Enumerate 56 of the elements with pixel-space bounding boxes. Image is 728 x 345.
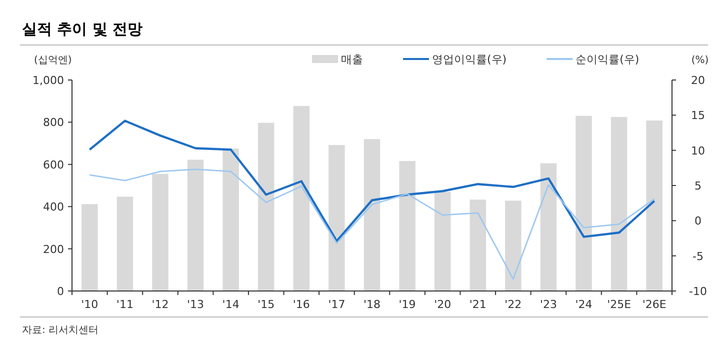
y2-tick-label: 10 (691, 144, 705, 158)
bar (364, 139, 380, 291)
line-series (88, 168, 656, 280)
bar (293, 106, 310, 291)
bar (152, 174, 168, 291)
bar (434, 192, 451, 291)
x-tick-label: '25E (607, 298, 632, 311)
x-tick-label: '17 (328, 298, 346, 311)
x-tick-label: '12 (152, 298, 169, 311)
y2-tick-label: 20 (691, 74, 705, 87)
bar (470, 200, 486, 291)
bar (82, 204, 98, 291)
legend-label: 영업이익률(우) (432, 53, 507, 66)
x-tick-label: '26E (642, 298, 666, 311)
x-tick-label: '20 (434, 298, 452, 311)
x-tick-label: '22 (504, 298, 522, 311)
bar (328, 144, 345, 291)
x-tick-label: '19 (398, 298, 416, 311)
y-tick-label: 0 (57, 285, 64, 298)
bar (646, 120, 662, 291)
bar (399, 161, 416, 291)
y2-tick-label: 0 (694, 214, 702, 228)
x-tick-label: '15 (258, 298, 275, 311)
text: 자료: 리서치센터 (22, 325, 99, 336)
bar (610, 116, 628, 291)
bar (505, 200, 522, 291)
y2-tick-label: 15 (691, 109, 705, 122)
y-axis-title: (십억엔) (34, 55, 72, 66)
x-tick-label: '23 (540, 298, 557, 311)
y-tick-label: 1,000 (32, 74, 64, 87)
x-tick-label: '21 (469, 298, 486, 311)
x-tick-label: '16 (292, 298, 310, 311)
x-tick-label: '13 (187, 298, 204, 311)
y-tick-label: 400 (43, 200, 64, 214)
x-tick-label: '11 (116, 298, 134, 311)
y-tick-label: 200 (43, 242, 64, 256)
bar (540, 163, 557, 291)
line-series (88, 120, 656, 242)
x-tick-label: '10 (81, 298, 98, 311)
x-tick-label: '14 (222, 298, 240, 311)
legend-label: 매출 (341, 53, 363, 66)
y2-tick-label: 5 (694, 180, 702, 192)
y2-axis-title: (%) (691, 55, 709, 66)
legend-label: 순이익률(우) (576, 53, 640, 66)
x-tick-label: '18 (363, 298, 381, 311)
y2-tick-label: -5 (692, 250, 704, 263)
bar (222, 148, 239, 291)
x-tick-label: '24 (575, 298, 592, 311)
y-tick-label: 800 (43, 116, 64, 130)
bar (116, 196, 134, 291)
bar (576, 116, 592, 291)
y-tick-label: 600 (43, 158, 64, 172)
bar (258, 122, 274, 291)
y2-tick-label: -10 (689, 285, 707, 298)
bar (187, 160, 204, 291)
chart-title: 실적 추이 및 전망 (22, 20, 143, 38)
